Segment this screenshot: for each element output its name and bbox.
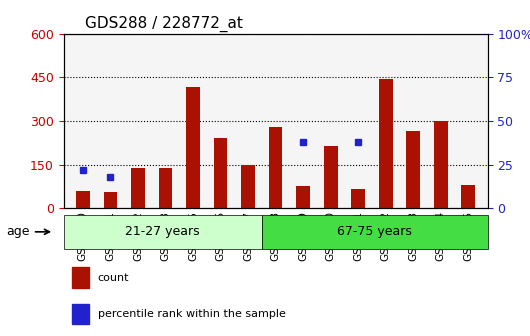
Text: GDS288 / 228772_at: GDS288 / 228772_at <box>85 16 243 32</box>
Bar <box>76 191 90 208</box>
Bar <box>158 168 172 208</box>
Bar <box>407 131 420 208</box>
Text: count: count <box>98 273 129 283</box>
Bar <box>351 190 365 208</box>
Bar <box>296 186 310 208</box>
Bar <box>103 192 117 208</box>
Bar <box>462 185 475 208</box>
Bar <box>434 121 448 208</box>
Text: age: age <box>6 225 49 238</box>
Bar <box>241 165 255 208</box>
Text: 21-27 years: 21-27 years <box>126 225 200 238</box>
FancyBboxPatch shape <box>64 215 262 249</box>
Bar <box>186 87 200 208</box>
Bar <box>214 138 227 208</box>
FancyBboxPatch shape <box>262 215 488 249</box>
Bar <box>269 127 282 208</box>
Bar <box>72 304 89 324</box>
Bar <box>72 267 89 288</box>
Bar <box>324 146 338 208</box>
Bar <box>131 168 145 208</box>
Text: percentile rank within the sample: percentile rank within the sample <box>98 309 285 319</box>
Bar <box>379 79 393 208</box>
Text: 67-75 years: 67-75 years <box>337 225 412 238</box>
